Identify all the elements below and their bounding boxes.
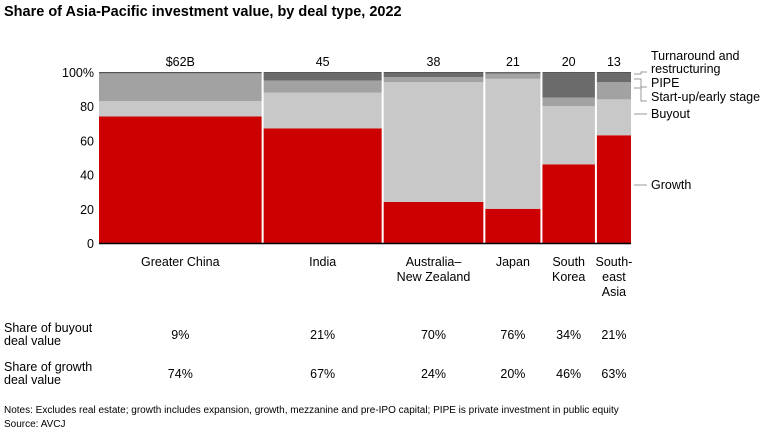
segment-turnaround — [542, 72, 595, 74]
chart-title: Share of Asia-Pacific investment value, … — [4, 4, 402, 20]
legend-label: Start-up/early stage — [651, 90, 760, 104]
segment-turnaround — [485, 72, 541, 73]
table-cell: 20% — [500, 367, 526, 381]
segment-growth — [485, 208, 541, 243]
legend-label: Growth — [651, 178, 691, 192]
segment-growth — [542, 164, 595, 243]
segment-buyout — [263, 92, 382, 129]
table-cell: 70% — [420, 328, 447, 342]
notes: Notes: Excludes real estate; growth incl… — [4, 405, 619, 416]
category-label: South — [552, 255, 585, 269]
legend-leader — [634, 78, 647, 88]
table-cell: 74% — [167, 367, 193, 381]
table-cell: 46% — [556, 367, 582, 381]
table-cell: 67% — [310, 367, 336, 381]
segment-buyout — [485, 78, 541, 209]
segment-start-up — [263, 80, 382, 93]
segment-turnaround — [596, 72, 631, 74]
width-label: 21 — [506, 55, 520, 69]
segment-pipe — [596, 73, 631, 83]
y-tick-label: 20 — [80, 203, 94, 217]
segment-turnaround — [263, 72, 382, 74]
legend-leader — [634, 87, 647, 102]
table-row-label: Share of growth deal value — [4, 360, 93, 387]
width-label: 38 — [427, 55, 441, 69]
segment-start-up — [596, 82, 631, 100]
y-tick-label: 60 — [80, 134, 94, 148]
table-cell: 24% — [420, 367, 447, 381]
legend-label: restructuring — [651, 62, 721, 76]
category-label: India — [309, 255, 336, 269]
category-label: Asia — [602, 285, 626, 299]
category-label: Australia– — [406, 255, 462, 269]
width-label: 20 — [562, 55, 576, 69]
legend-label: PIPE — [651, 76, 680, 90]
segment-buyout — [99, 101, 262, 117]
table-cell: 9% — [171, 328, 190, 342]
width-label: 45 — [316, 55, 330, 69]
legend-leader — [634, 71, 647, 75]
table-cell: 21% — [601, 328, 627, 342]
segment-growth — [263, 128, 382, 243]
segment-start-up — [542, 97, 595, 107]
segment-pipe — [263, 73, 382, 81]
table-cell: 76% — [500, 328, 526, 342]
segment-growth — [99, 116, 262, 243]
category-label: New Zealand — [397, 270, 471, 284]
segment-turnaround — [99, 72, 262, 74]
segment-buyout — [383, 82, 484, 202]
y-tick-label: 0 — [87, 237, 94, 251]
segment-pipe — [383, 73, 484, 78]
segment-start-up — [485, 73, 541, 79]
segment-pipe — [542, 73, 595, 98]
segment-start-up — [383, 77, 484, 83]
y-tick-label: 40 — [80, 169, 94, 183]
segment-growth — [383, 201, 484, 243]
segment-pipe — [99, 73, 262, 74]
segment-turnaround — [383, 72, 484, 74]
table-cell: 34% — [556, 328, 582, 342]
category-label: Japan — [496, 255, 530, 269]
table-cell: 21% — [310, 328, 336, 342]
category-label: Korea — [552, 270, 585, 284]
legend-label: Buyout — [651, 107, 690, 121]
category-label: South- — [596, 255, 633, 269]
segment-start-up — [99, 73, 262, 102]
category-label: Greater China — [141, 255, 220, 269]
width-label: $62B — [166, 55, 195, 69]
table-cell: 63% — [601, 367, 627, 381]
segment-growth — [596, 135, 631, 243]
legend-label: Turnaround and — [651, 49, 740, 63]
table-row-label: Share of buyout deal value — [4, 321, 93, 348]
source: Source: AVCJ — [4, 419, 66, 430]
segment-buyout — [542, 106, 595, 165]
y-tick-label: 100% — [62, 66, 94, 80]
category-label: east — [602, 270, 626, 284]
segment-buyout — [596, 99, 631, 136]
width-label: 13 — [607, 55, 621, 69]
segment-pipe — [485, 72, 541, 74]
y-tick-label: 80 — [80, 100, 94, 114]
